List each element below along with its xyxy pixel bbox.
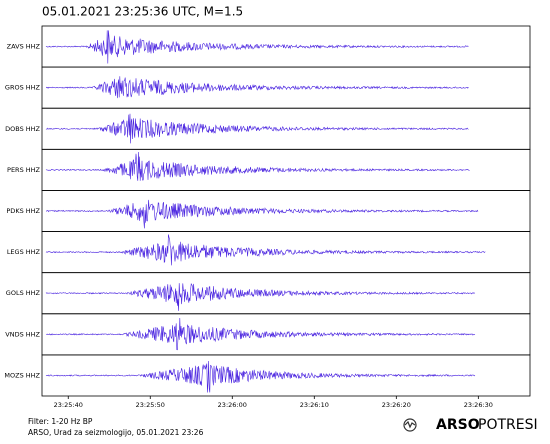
waveform: [45, 76, 469, 99]
footer-credit: ARSO, Urad za seizmologijo, 05.01.2021 2…: [28, 428, 204, 437]
x-tick-label: 23:25:40: [54, 401, 83, 409]
trace-label: VNDS HHZ: [5, 330, 40, 338]
trace-label: LEGS HHZ: [7, 248, 41, 256]
trace-panel: [41, 354, 531, 397]
trace-label: DOBS HHZ: [5, 125, 40, 133]
trace-label: PERS HHZ: [7, 166, 41, 174]
trace-label: GOLS HHZ: [6, 289, 41, 297]
waveform: [45, 199, 479, 229]
waveform: [45, 234, 486, 266]
x-tick-label: 23:26:20: [382, 401, 411, 409]
waveform: [45, 282, 476, 311]
waveform: [45, 317, 476, 351]
waveform: [45, 151, 470, 181]
trace-label: ZAVS HHZ: [7, 43, 41, 51]
trace-label: MOZS HHZ: [4, 371, 40, 379]
logo-text: POTRESI: [478, 417, 538, 433]
x-tick-label: 23:26:30: [464, 401, 493, 409]
trace-label: GROS HHZ: [5, 84, 41, 92]
logo-bold: ARSO: [436, 417, 480, 433]
waveform: [45, 30, 469, 64]
waveform: [45, 113, 469, 144]
waveform: [45, 360, 476, 393]
trace-panel: [41, 66, 531, 109]
footer-filter: Filter: 1-20 Hz BP: [28, 417, 93, 426]
logo-icon: [403, 418, 417, 432]
trace-label: PDKS HHZ: [6, 207, 40, 215]
x-tick-label: 23:25:50: [136, 401, 165, 409]
x-tick-label: 23:26:00: [218, 401, 247, 409]
x-tick-label: 23:26:10: [300, 401, 329, 409]
chart-title: 05.01.2021 23:25:36 UTC, M=1.5: [42, 5, 243, 19]
